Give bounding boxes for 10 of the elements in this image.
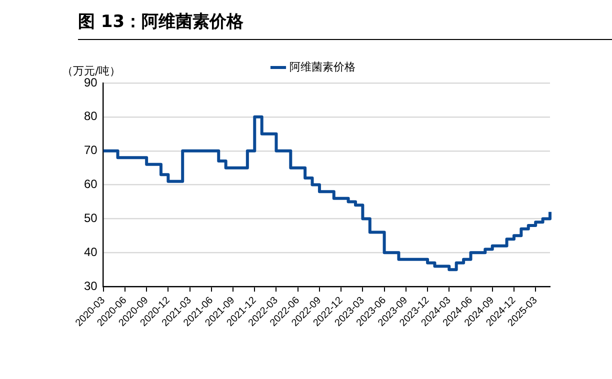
y-tick-label: 30 bbox=[84, 278, 98, 293]
y-tick-label: 40 bbox=[84, 244, 98, 259]
y-tick-label: 80 bbox=[84, 109, 98, 124]
legend-label: 阿维菌素价格 bbox=[289, 60, 356, 74]
y-tick-label: 60 bbox=[84, 177, 98, 192]
y-tick-label: 50 bbox=[84, 211, 98, 226]
y-tick-label: 90 bbox=[84, 75, 98, 90]
y-tick-label: 70 bbox=[84, 143, 98, 158]
y-axis-title: （万元/吨） bbox=[62, 64, 121, 78]
chart-title: 图 13：阿维菌素价格 bbox=[78, 10, 612, 40]
